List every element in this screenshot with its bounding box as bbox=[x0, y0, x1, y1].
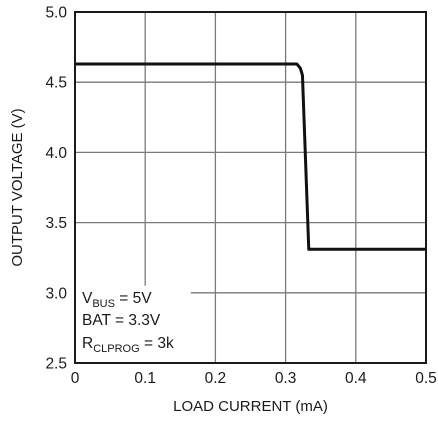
y-tick-label: 4.5 bbox=[45, 75, 67, 92]
annotation-box: VBUS = 5V BAT = 3.3V RCLPROG = 3k bbox=[82, 290, 174, 355]
tick-labels: 0 0.1 0.2 0.3 0.4 0.5 2.5 3.0 3.5 4.0 4.5 5.0 bbox=[45, 5, 436, 388]
y-axis-label: OUTPUT VOLTAGE (V) bbox=[9, 108, 26, 266]
annotation-bat: BAT = 3.3V bbox=[82, 312, 161, 329]
x-tick-label: 0.1 bbox=[134, 370, 156, 387]
plot-frame bbox=[74, 11, 427, 364]
y-tick-label: 5.0 bbox=[45, 5, 67, 22]
grid bbox=[75, 12, 426, 363]
x-axis-label: LOAD CURRENT (mA) bbox=[173, 398, 328, 415]
x-tick-label: 0.4 bbox=[345, 370, 367, 387]
annotation-vbus: VBUS = 5V bbox=[82, 290, 152, 310]
y-tick-label: 4.0 bbox=[45, 145, 67, 162]
series-layer bbox=[75, 62, 426, 251]
y-tick-label: 3.0 bbox=[45, 285, 67, 302]
x-tick-label: 0.3 bbox=[275, 370, 297, 387]
series-line bbox=[75, 62, 426, 251]
x-tick-label: 0.2 bbox=[205, 370, 227, 387]
y-tick-label: 3.5 bbox=[45, 215, 67, 232]
annotation-rclprog: RCLPROG = 3k bbox=[82, 335, 174, 355]
x-tick-label: 0 bbox=[71, 370, 80, 387]
y-tick-label: 2.5 bbox=[45, 356, 67, 373]
x-tick-label: 0.5 bbox=[415, 370, 437, 387]
